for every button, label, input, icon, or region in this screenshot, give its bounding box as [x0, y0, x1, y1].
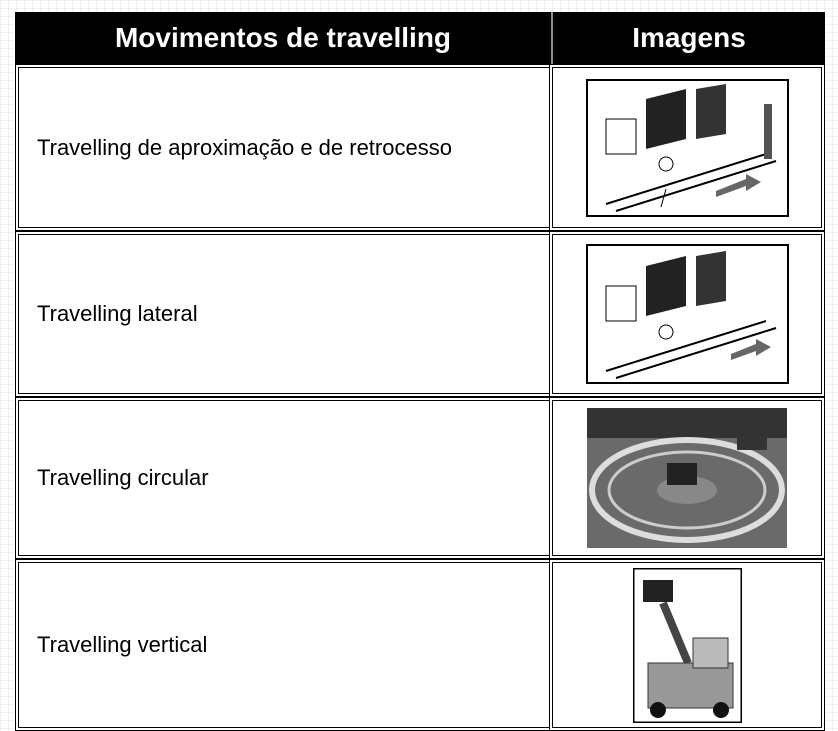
row-text: Travelling lateral: [15, 231, 553, 397]
header-cell: Imagens: [553, 12, 825, 64]
image-cell: [549, 559, 825, 731]
row-text: Travelling de aproximação e de retrocess…: [15, 64, 553, 231]
image-cell: [549, 397, 825, 559]
row-text: Travelling circular: [15, 397, 553, 559]
photo: [632, 567, 742, 723]
image-cell: [549, 64, 825, 231]
image-cell: [549, 231, 825, 397]
illustration: [585, 244, 789, 384]
illustration: [585, 78, 789, 217]
header-cell: Movimentos de travelling: [15, 12, 553, 64]
row-text: Travelling vertical: [15, 559, 553, 731]
photo: [587, 408, 787, 548]
